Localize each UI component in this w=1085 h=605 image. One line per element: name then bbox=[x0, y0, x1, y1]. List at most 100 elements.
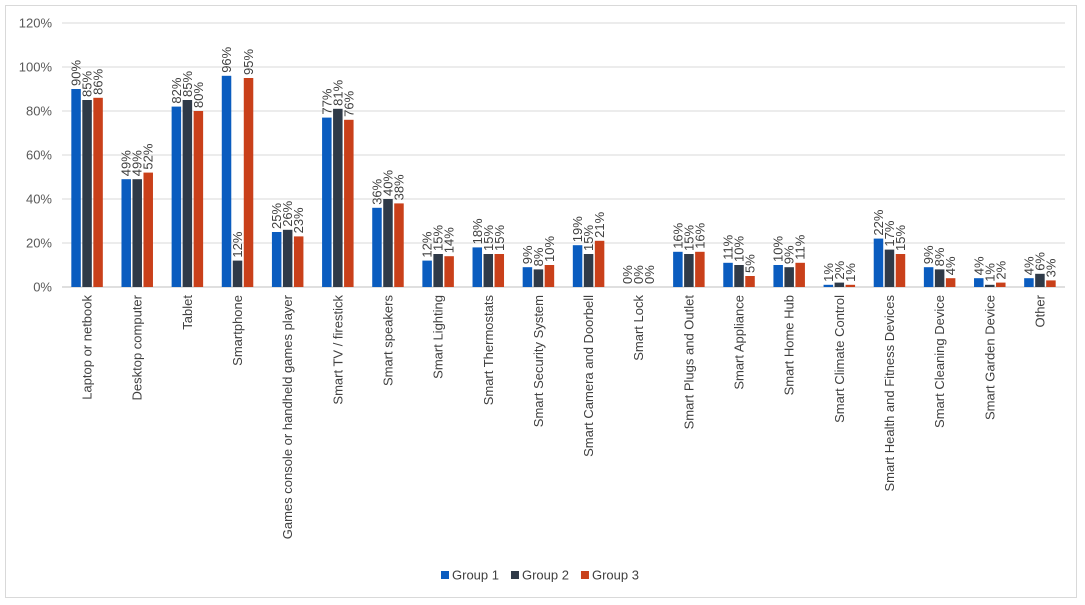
data-label: 4% bbox=[943, 256, 958, 275]
bar-group-1 bbox=[873, 238, 884, 287]
data-label: 14% bbox=[442, 227, 457, 253]
data-label: 10% bbox=[732, 236, 747, 262]
data-label: 4% bbox=[971, 256, 986, 275]
category-label: Smart Health and Fitness Devices bbox=[882, 295, 897, 492]
data-label: 1% bbox=[821, 263, 836, 282]
bar-group-2 bbox=[333, 108, 343, 287]
data-label: 81% bbox=[330, 79, 345, 105]
bar-group-2 bbox=[132, 179, 142, 287]
bar-group-2 bbox=[433, 254, 443, 287]
data-label: 15% bbox=[893, 225, 908, 251]
data-label: 9% bbox=[921, 245, 936, 264]
y-tick-label: 0% bbox=[33, 280, 52, 295]
category-label: Smart Plugs and Outlet bbox=[681, 295, 696, 430]
category-label: Laptop or netbook bbox=[80, 295, 95, 400]
data-label: 8% bbox=[531, 247, 546, 266]
category-label: Smart Security System bbox=[531, 295, 546, 427]
bar-group-2 bbox=[884, 249, 895, 287]
bar-group-2 bbox=[1035, 273, 1045, 287]
bar-group-2 bbox=[784, 267, 794, 287]
category-label: Smart TV / firestick bbox=[330, 295, 345, 405]
y-tick-label: 80% bbox=[26, 104, 52, 119]
bar-group-3 bbox=[745, 276, 755, 287]
data-labels: 90%85%86%49%49%52%82%85%80%96%12%95%25%2… bbox=[69, 46, 1059, 284]
bar-group-2 bbox=[383, 199, 393, 287]
bar-group-1 bbox=[773, 265, 783, 287]
bar-group-2 bbox=[684, 254, 694, 287]
data-label: 40% bbox=[380, 170, 395, 196]
bar-group-2 bbox=[82, 100, 92, 287]
legend-swatch bbox=[441, 571, 449, 579]
data-label: 82% bbox=[169, 77, 184, 103]
bar-group-1 bbox=[271, 232, 282, 287]
data-label: 86% bbox=[91, 68, 106, 94]
bar-group-3 bbox=[444, 256, 454, 287]
legend: Group 1 Group 2 Group 3 bbox=[441, 568, 639, 583]
bar-group-3 bbox=[143, 172, 153, 287]
bar-group-2 bbox=[483, 254, 494, 287]
bar-group-3 bbox=[945, 278, 956, 287]
bar-group-3 bbox=[394, 203, 404, 287]
legend-label: Group 2 bbox=[522, 568, 569, 583]
data-label: 5% bbox=[743, 254, 758, 273]
bar-group-1 bbox=[673, 251, 683, 287]
y-tick-label: 40% bbox=[26, 192, 52, 207]
bar-group-3 bbox=[93, 97, 103, 287]
legend-swatch bbox=[510, 571, 519, 579]
data-label: 3% bbox=[1043, 258, 1058, 277]
category-label: Other bbox=[1032, 294, 1047, 327]
bar-group-3 bbox=[193, 111, 204, 287]
data-label: 2% bbox=[993, 260, 1008, 279]
data-label: 22% bbox=[871, 209, 886, 235]
y-axis-ticks: 0% 20% 40% 60% 80% 100% 120% bbox=[19, 16, 53, 295]
data-label: 11% bbox=[793, 234, 808, 259]
category-label: Smart Home Hub bbox=[782, 295, 797, 395]
data-label: 15% bbox=[581, 225, 596, 251]
data-label: 1% bbox=[982, 263, 997, 282]
bar-group-3 bbox=[494, 254, 505, 287]
x-axis-categories: Laptop or netbook Desktop computer Tablet S… bbox=[80, 294, 1048, 539]
gridlines bbox=[62, 22, 1065, 288]
bar-group-1 bbox=[372, 207, 382, 287]
bars bbox=[71, 75, 1056, 287]
bar-group-1 bbox=[923, 267, 934, 287]
category-label: Desktop computer bbox=[130, 294, 145, 400]
bar-group-3 bbox=[544, 265, 555, 287]
data-label: 23% bbox=[291, 207, 306, 233]
legend-swatch bbox=[580, 571, 589, 579]
bar-group-3 bbox=[243, 78, 254, 287]
bar-group-2 bbox=[182, 100, 193, 287]
bar-group-1 bbox=[221, 75, 232, 287]
legend-label: Group 3 bbox=[592, 568, 639, 583]
data-label: 15% bbox=[492, 225, 507, 251]
data-label: 19% bbox=[570, 216, 585, 242]
data-label: 16% bbox=[670, 222, 685, 248]
data-label: 0% bbox=[642, 265, 657, 284]
data-label: 26% bbox=[280, 200, 295, 226]
bar-group-2 bbox=[834, 282, 845, 287]
bar-group-1 bbox=[974, 278, 984, 287]
data-label: 15% bbox=[431, 225, 446, 251]
category-label: Games console or handheld games player bbox=[280, 294, 295, 539]
data-label: 49% bbox=[130, 150, 145, 176]
legend-label: Group 1 bbox=[452, 568, 499, 583]
data-label: 9% bbox=[520, 245, 535, 264]
category-label: Smart Thermostats bbox=[481, 295, 496, 406]
data-label: 1% bbox=[843, 263, 858, 282]
bar-group-3 bbox=[344, 119, 354, 287]
data-label: 21% bbox=[592, 211, 607, 237]
bar-group-3 bbox=[695, 251, 705, 287]
category-label: Smart Lock bbox=[631, 295, 646, 361]
category-label: Smart Cleaning Device bbox=[932, 295, 947, 428]
data-label: 77% bbox=[319, 88, 334, 114]
data-label: 25% bbox=[269, 203, 284, 229]
data-label: 52% bbox=[141, 143, 156, 169]
category-label: Smart Climate Control bbox=[832, 295, 847, 423]
data-label: 2% bbox=[832, 260, 847, 279]
data-label: 16% bbox=[692, 222, 707, 248]
data-label: 90% bbox=[69, 60, 84, 86]
bar-group-1 bbox=[823, 284, 834, 287]
data-label: 10% bbox=[771, 236, 786, 262]
data-label: 80% bbox=[191, 82, 206, 108]
